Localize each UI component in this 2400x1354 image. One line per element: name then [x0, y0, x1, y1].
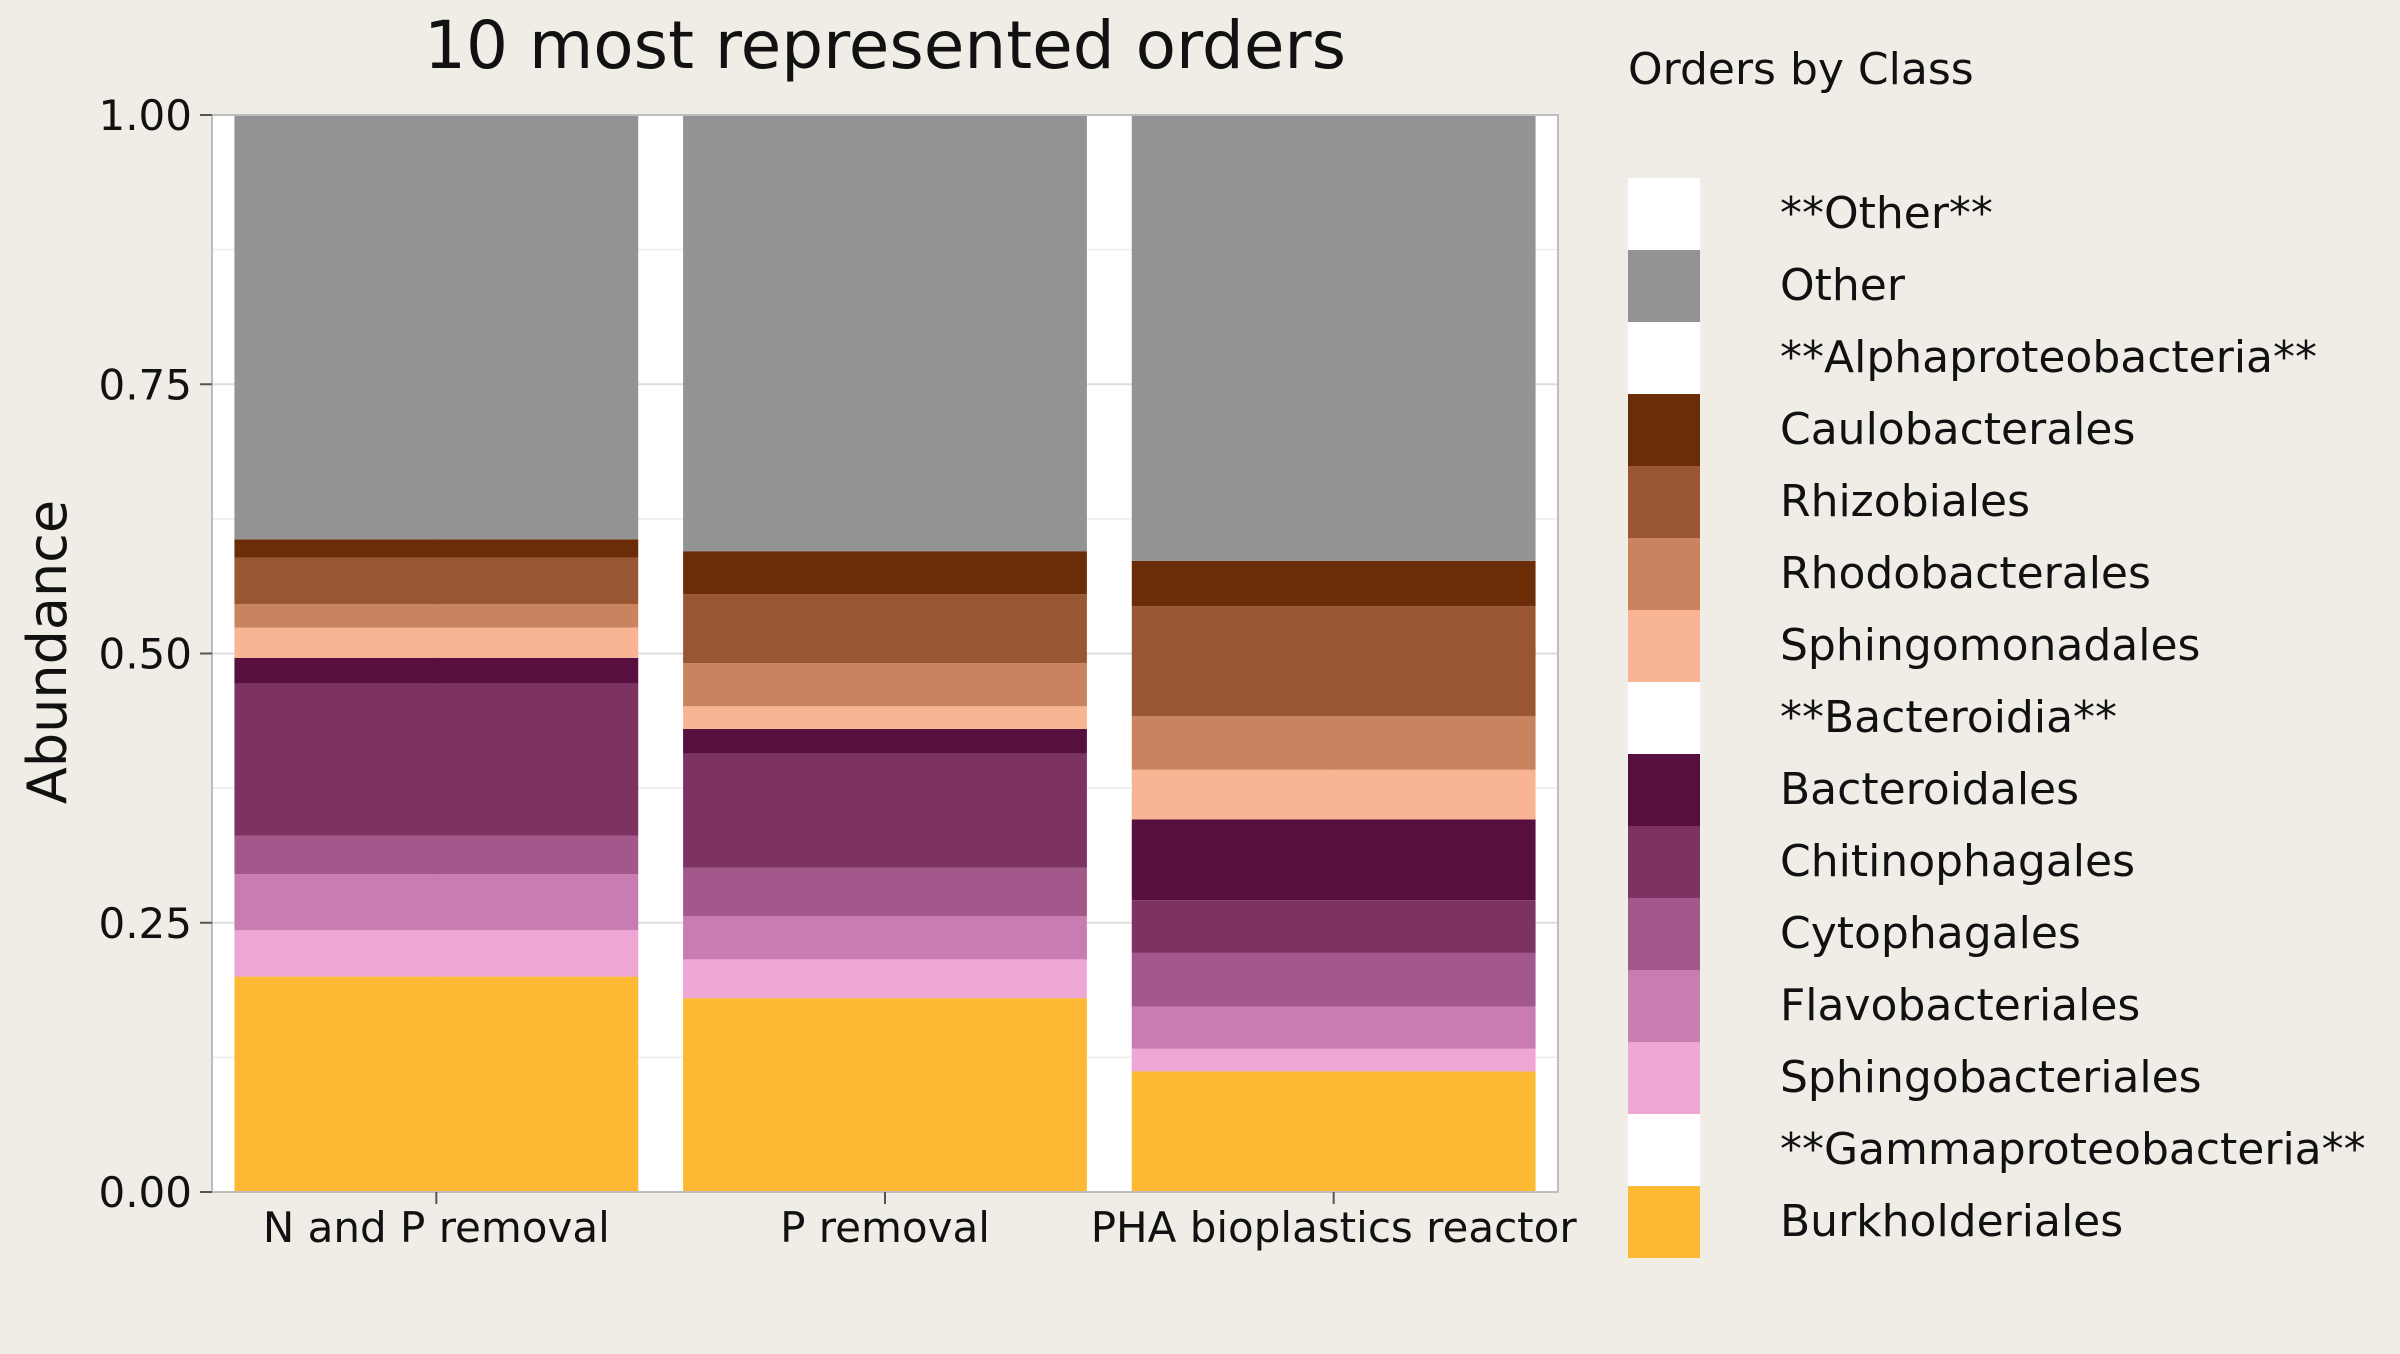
legend-label-sphingomonadales: Sphingomonadales — [1780, 620, 2200, 671]
y-tick-label: 1.00 — [98, 91, 192, 140]
bar-segment-cytophagales-pha-bioplastics-reactor — [1131, 952, 1536, 1007]
bar-segment-burkholderiales-p-removal — [683, 998, 1087, 1192]
legend-swatch-sphingobacteriales — [1628, 1042, 1700, 1114]
bar-segment-flavobacteriales-pha-bioplastics-reactor — [1131, 1006, 1536, 1049]
y-tick-label: 0.75 — [98, 360, 192, 409]
legend-swatch-burkholderiales — [1628, 1186, 1700, 1258]
bar-segment-chitinophagales-n-and-p-removal — [234, 683, 639, 836]
bar-segment-other-n-and-p-removal — [234, 115, 639, 540]
bar-segment-burkholderiales-pha-bioplastics-reactor — [1131, 1071, 1536, 1192]
legend-label-rhodobacterales: Rhodobacterales — [1780, 548, 2151, 599]
legend-swatch-bacteroidia — [1628, 682, 1700, 754]
bar-segment-caulobacterales-p-removal — [683, 551, 1087, 595]
legend-swatch-cytophagales — [1628, 898, 1700, 970]
bar-segment-sphingomonadales-pha-bioplastics-reactor — [1131, 769, 1536, 820]
legend-swatch-sphingomonadales — [1628, 610, 1700, 682]
bar-segment-flavobacteriales-n-and-p-removal — [234, 874, 639, 931]
y-tick-label: 0.25 — [98, 899, 192, 948]
legend-swatch-other — [1628, 178, 1700, 250]
bar-segment-sphingobacteriales-p-removal — [683, 959, 1087, 999]
y-tick-label: 0.00 — [98, 1168, 192, 1217]
bar-segment-rhizobiales-p-removal — [683, 594, 1087, 664]
bar-segment-rhodobacterales-n-and-p-removal — [234, 603, 639, 628]
bar-segment-rhodobacterales-pha-bioplastics-reactor — [1131, 715, 1536, 770]
bar-segment-rhodobacterales-p-removal — [683, 663, 1087, 707]
legend-swatch-other — [1628, 250, 1700, 322]
x-axis: N and P removal P removal PHA bioplastics … — [263, 1192, 1577, 1252]
bar-segment-bacteroidales-n-and-p-removal — [234, 657, 639, 684]
legend-swatch-flavobacteriales — [1628, 970, 1700, 1042]
bar-segment-sphingomonadales-p-removal — [683, 706, 1087, 729]
y-axis-label: Abundance — [16, 500, 79, 804]
bar-segment-caulobacterales-pha-bioplastics-reactor — [1131, 560, 1536, 607]
bar-segment-sphingobacteriales-pha-bioplastics-reactor — [1131, 1048, 1536, 1072]
legend-label-rhizobiales: Rhizobiales — [1780, 476, 2030, 527]
bar-segment-burkholderiales-n-and-p-removal — [234, 976, 639, 1192]
legend-title: Orders by Class — [1628, 44, 1974, 95]
bar-segment-other-p-removal — [683, 115, 1087, 552]
legend-label-gammaproteobacteria: **Gammaproteobacteria** — [1780, 1124, 2366, 1175]
bar-segment-bacteroidales-pha-bioplastics-reactor — [1131, 819, 1536, 901]
chart-title: 10 most represented orders — [424, 7, 1346, 84]
bar-segment-sphingobacteriales-n-and-p-removal — [234, 930, 639, 977]
y-axis: 0.00 0.25 0.50 0.75 1.00 — [98, 91, 212, 1217]
legend-label-other: **Other** — [1780, 188, 1993, 239]
x-tick-label: P removal — [780, 1203, 990, 1252]
legend-label-cytophagales: Cytophagales — [1780, 908, 2081, 959]
bar-segment-other-pha-bioplastics-reactor — [1131, 115, 1536, 561]
legend-swatch-bacteroidales — [1628, 754, 1700, 826]
bar-segment-rhizobiales-pha-bioplastics-reactor — [1131, 606, 1536, 716]
x-tick-label: N and P removal — [263, 1203, 610, 1252]
legend-label-alphaproteobacteria: **Alphaproteobacteria** — [1780, 332, 2317, 383]
legend-swatch-rhizobiales — [1628, 466, 1700, 538]
bar-segment-flavobacteriales-p-removal — [683, 916, 1087, 960]
legend-label-other: Other — [1780, 260, 1906, 311]
legend-label-burkholderiales: Burkholderiales — [1780, 1196, 2123, 1247]
bars — [234, 115, 1536, 1192]
x-tick-label: PHA bioplastics reactor — [1091, 1203, 1578, 1252]
bar-segment-caulobacterales-n-and-p-removal — [234, 539, 639, 558]
legend-swatch-chitinophagales — [1628, 826, 1700, 898]
bar-segment-chitinophagales-p-removal — [683, 753, 1087, 868]
legend: **Other** Other **Alphaproteobacteria** Cau… — [1628, 178, 2366, 1258]
bar-segment-chitinophagales-pha-bioplastics-reactor — [1131, 900, 1536, 953]
bar-segment-rhizobiales-n-and-p-removal — [234, 557, 639, 604]
legend-label-bacteroidales: Bacteroidales — [1780, 764, 2079, 815]
legend-label-sphingobacteriales: Sphingobacteriales — [1780, 1052, 2202, 1103]
legend-label-chitinophagales: Chitinophagales — [1780, 836, 2135, 887]
legend-label-bacteroidia: **Bacteroidia** — [1780, 692, 2117, 743]
legend-label-caulobacterales: Caulobacterales — [1780, 404, 2135, 455]
legend-swatch-alphaproteobacteria — [1628, 322, 1700, 394]
bar-segment-cytophagales-p-removal — [683, 867, 1087, 917]
legend-label-flavobacteriales: Flavobacteriales — [1780, 980, 2140, 1031]
bar-segment-bacteroidales-p-removal — [683, 728, 1087, 754]
legend-swatch-caulobacterales — [1628, 394, 1700, 466]
legend-swatch-rhodobacterales — [1628, 538, 1700, 610]
y-tick-label: 0.50 — [98, 630, 192, 679]
bar-segment-sphingomonadales-n-and-p-removal — [234, 627, 639, 658]
legend-swatch-gammaproteobacteria — [1628, 1114, 1700, 1186]
bar-segment-cytophagales-n-and-p-removal — [234, 835, 639, 875]
